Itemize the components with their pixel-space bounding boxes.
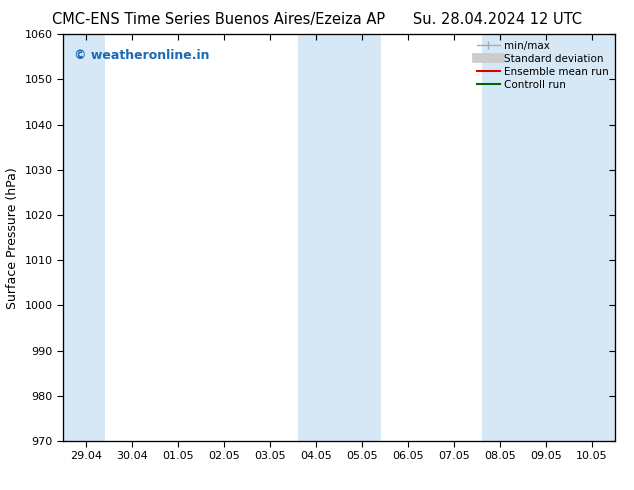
Text: © weatheronline.in: © weatheronline.in [74,49,210,62]
Legend: min/max, Standard deviation, Ensemble mean run, Controll run: min/max, Standard deviation, Ensemble me… [473,36,613,94]
Bar [482,34,615,441]
Bar [63,34,105,441]
Bar [298,34,380,441]
Text: CMC-ENS Time Series Buenos Aires/Ezeiza AP      Su. 28.04.2024 12 UTC: CMC-ENS Time Series Buenos Aires/Ezeiza … [52,12,582,27]
Y-axis label: Surface Pressure (hPa): Surface Pressure (hPa) [6,167,19,309]
